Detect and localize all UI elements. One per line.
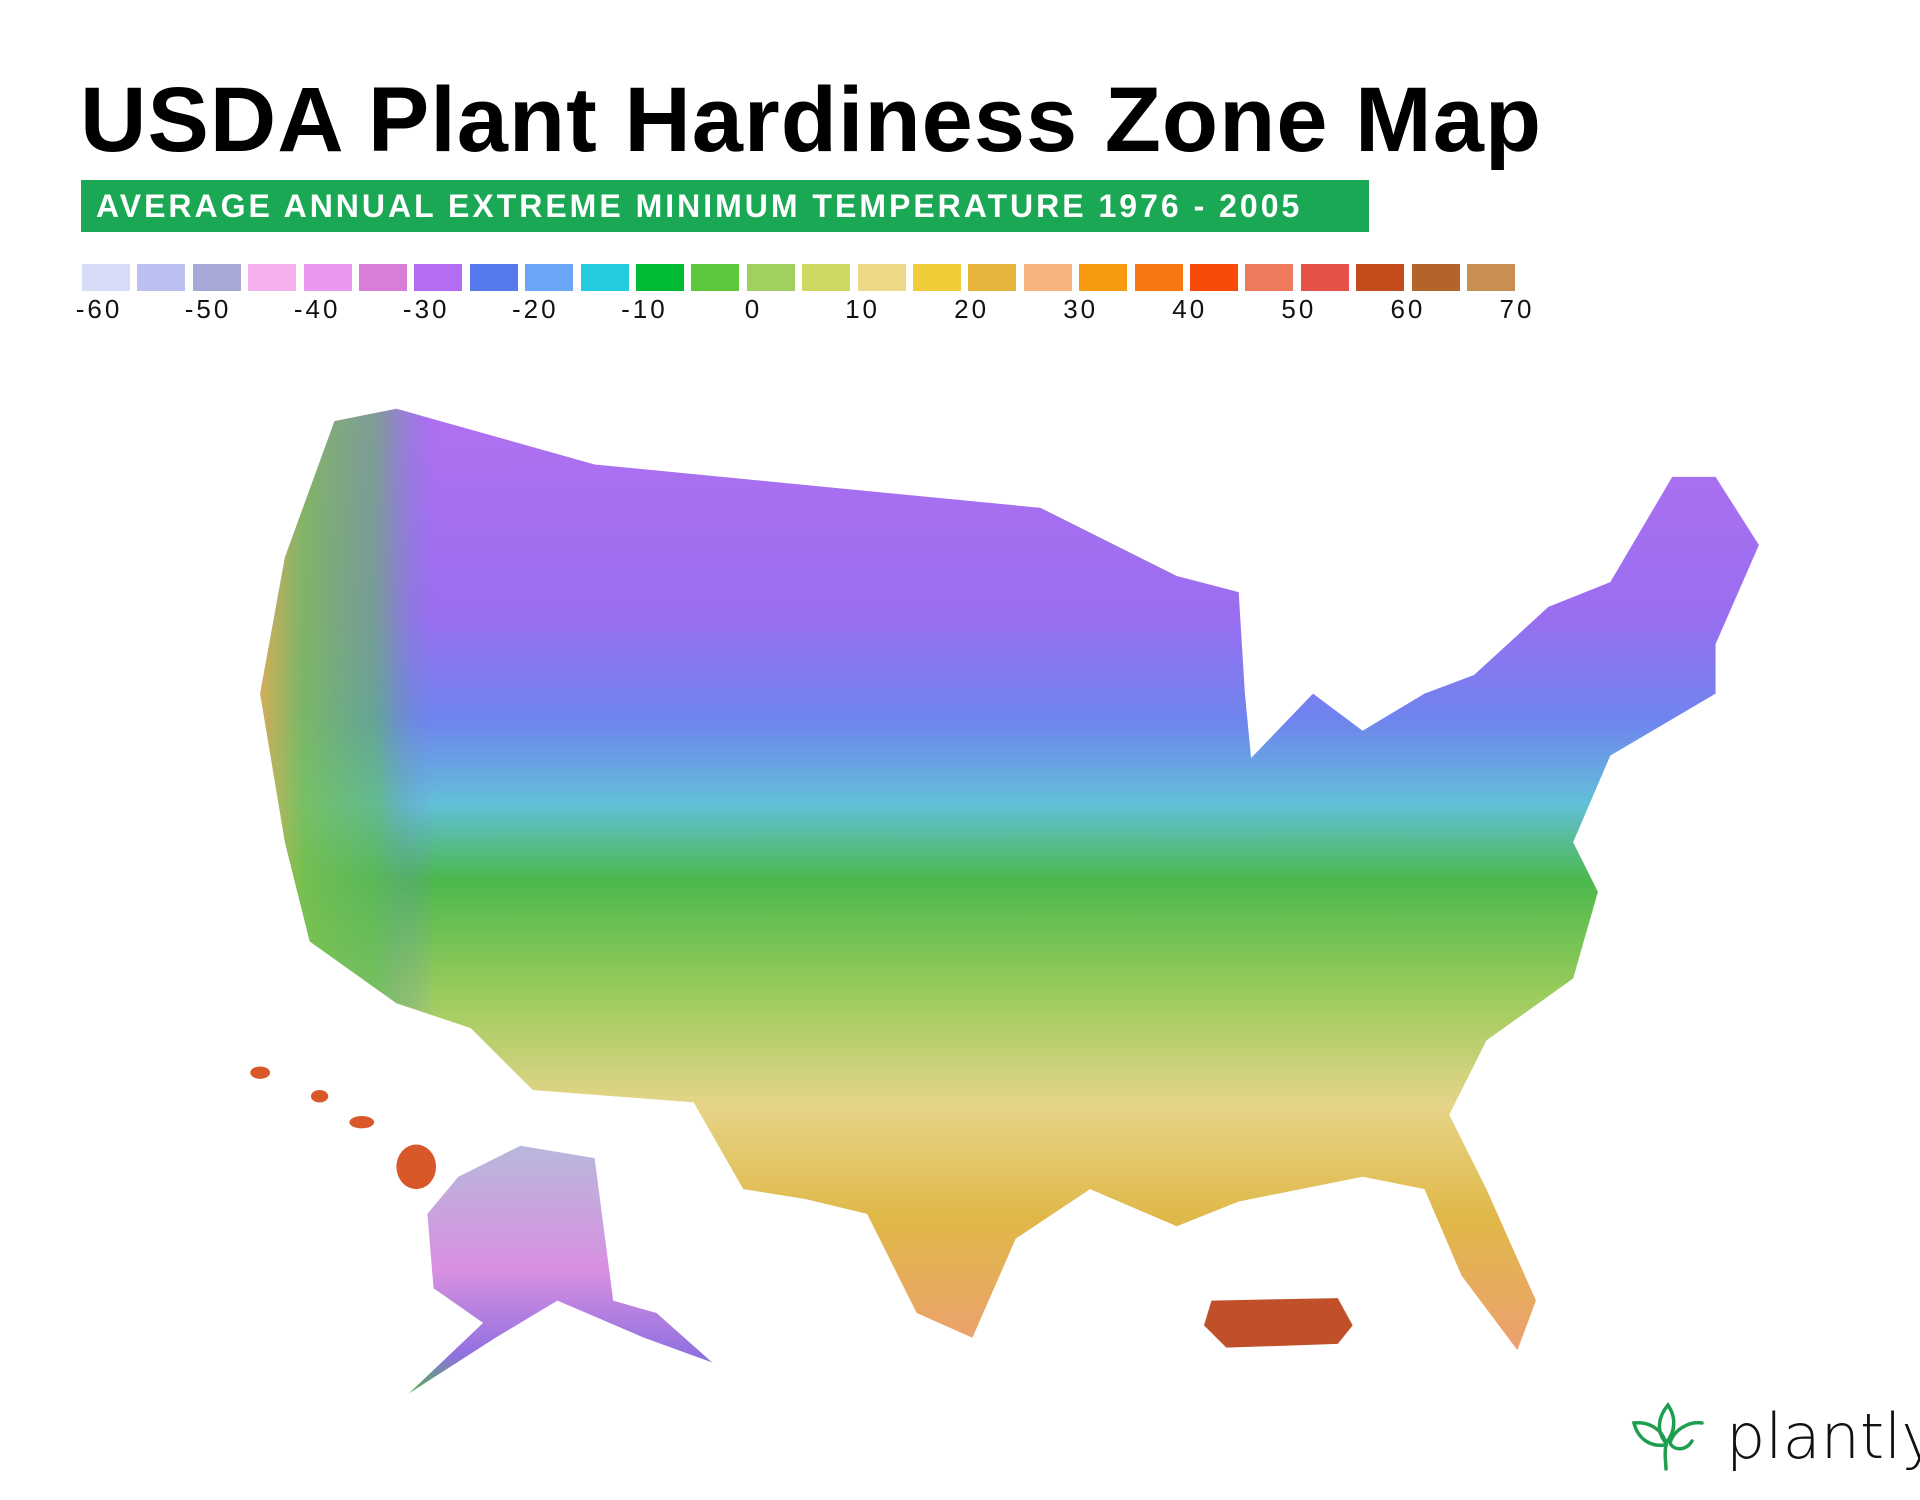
puerto-rico (1204, 1298, 1353, 1348)
legend-swatch (359, 264, 407, 291)
legend-label: 30 (1063, 294, 1099, 324)
legend-label: 0 (744, 294, 763, 324)
legend-swatch (1467, 264, 1515, 291)
legend-label: 40 (1172, 294, 1208, 324)
legend-swatch (192, 264, 241, 291)
legend-labels: -60 -50 -40 -30 -20 -10 0 10 20 30 40 50… (0, 294, 1920, 330)
legend-swatch (137, 264, 186, 291)
legend-label: -10 (621, 294, 668, 324)
legend-swatch (1356, 264, 1405, 291)
brand-name: plantly (1726, 1400, 1920, 1473)
legend-swatch (469, 264, 518, 291)
legend-swatch (1134, 264, 1183, 291)
legend-swatch (1300, 264, 1349, 291)
legend-swatch (82, 264, 130, 291)
legend-label: -50 (184, 294, 232, 324)
page-title: USDA Plant Hardiness Zone Map (80, 69, 1543, 171)
legend-label: -20 (512, 294, 559, 324)
legend-swatch (580, 264, 629, 291)
hawaii (250, 1066, 437, 1190)
legend-swatch (691, 264, 740, 291)
legend-swatch (1023, 264, 1072, 291)
legend-swatch (968, 264, 1017, 291)
legend-swatch (248, 264, 297, 291)
legend-swatch (746, 264, 795, 291)
legend-label: 70 (1499, 294, 1535, 324)
legend-swatch (1245, 264, 1294, 291)
legend-swatch (414, 264, 463, 291)
legend-label: -40 (293, 294, 341, 324)
legend-label: 50 (1281, 294, 1317, 324)
legend-label: 20 (954, 294, 990, 324)
legend-swatch (303, 264, 352, 291)
subtitle-banner: AVERAGE ANNUAL EXTREME MINIMUM TEMPERATU… (81, 180, 1369, 232)
legend-swatch (1190, 264, 1238, 291)
leaf-logo-icon (1631, 1401, 1704, 1471)
alaska (408, 1145, 713, 1394)
legend-swatch (1079, 264, 1128, 291)
legend-label: 10 (845, 294, 880, 324)
legend-label: 60 (1390, 294, 1426, 324)
legend-swatch (913, 264, 961, 291)
legend-swatch (525, 264, 574, 291)
legend-swatch (636, 264, 684, 291)
legend-swatch (857, 264, 906, 291)
legend-swatch (802, 264, 851, 291)
legend-label: -60 (75, 294, 123, 324)
brand-logo: plantly (1630, 1400, 1920, 1473)
legend-label: -30 (402, 294, 450, 324)
contiguous-us (260, 408, 1759, 1351)
legend-swatch (1411, 264, 1460, 291)
